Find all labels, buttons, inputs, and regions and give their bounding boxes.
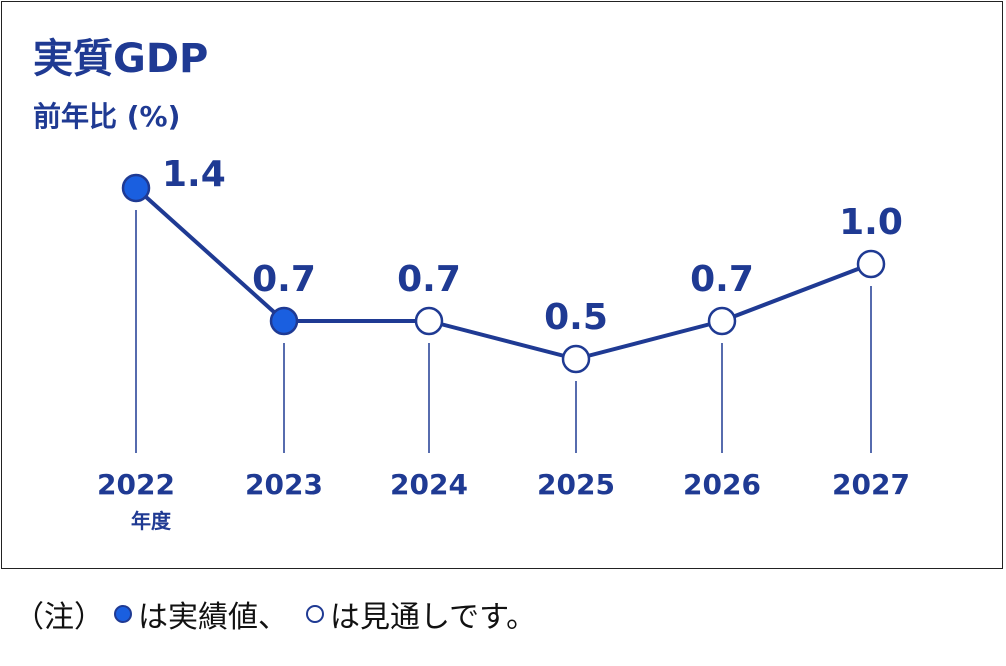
- chart-svg: 実質GDP 前年比 (%) 1.40.7 0.70.50.71.0 2022 202…: [33, 36, 910, 533]
- x-tick-label: 2025: [537, 468, 615, 501]
- data-label: 0.7: [690, 259, 754, 300]
- y-axis-label: 前年比 (%): [33, 100, 180, 133]
- guide-lines: [135, 210, 872, 453]
- data-labels: 1.4 0.7 0.7 0.5 0.7 1.0: [162, 154, 903, 338]
- footnote-forecast-text: は見通しです。: [330, 600, 537, 635]
- actual-marker-icon: [114, 605, 132, 623]
- x-tick-label: 2023: [245, 468, 323, 501]
- data-point-actual: [269, 306, 299, 336]
- data-point-forecast: [856, 249, 886, 279]
- footnote-prefix: （注）: [14, 600, 104, 635]
- x-tick-label: 2022: [97, 468, 175, 501]
- series-line: [134, 186, 872, 361]
- x-axis-unit: 年度: [131, 509, 172, 533]
- chart-frame: [1, 1, 1003, 569]
- data-label: 1.0: [839, 202, 903, 243]
- x-tick-label: 2026: [683, 468, 761, 501]
- data-points: [121, 173, 886, 374]
- footnote-actual-text: は実績値、: [138, 600, 288, 635]
- forecast-marker-icon: [306, 605, 324, 623]
- x-tick-label: 2024: [390, 468, 468, 501]
- data-point-actual: [121, 173, 151, 203]
- data-label: 0.7: [252, 259, 316, 300]
- x-tick-label: 2027: [832, 468, 910, 501]
- data-point-forecast: [707, 306, 737, 336]
- footnote: （注） は実績値、 は見通しです。: [14, 590, 536, 638]
- data-label: 0.7: [397, 259, 461, 300]
- data-point-forecast: [561, 344, 591, 374]
- data-label: 0.5: [544, 297, 608, 338]
- chart-title: 実質GDP: [33, 36, 208, 82]
- data-point-forecast: [414, 306, 444, 336]
- data-label: 1.4: [162, 154, 226, 195]
- x-tick-labels: 2022 2023 2024 2025 2026 2027: [97, 468, 910, 501]
